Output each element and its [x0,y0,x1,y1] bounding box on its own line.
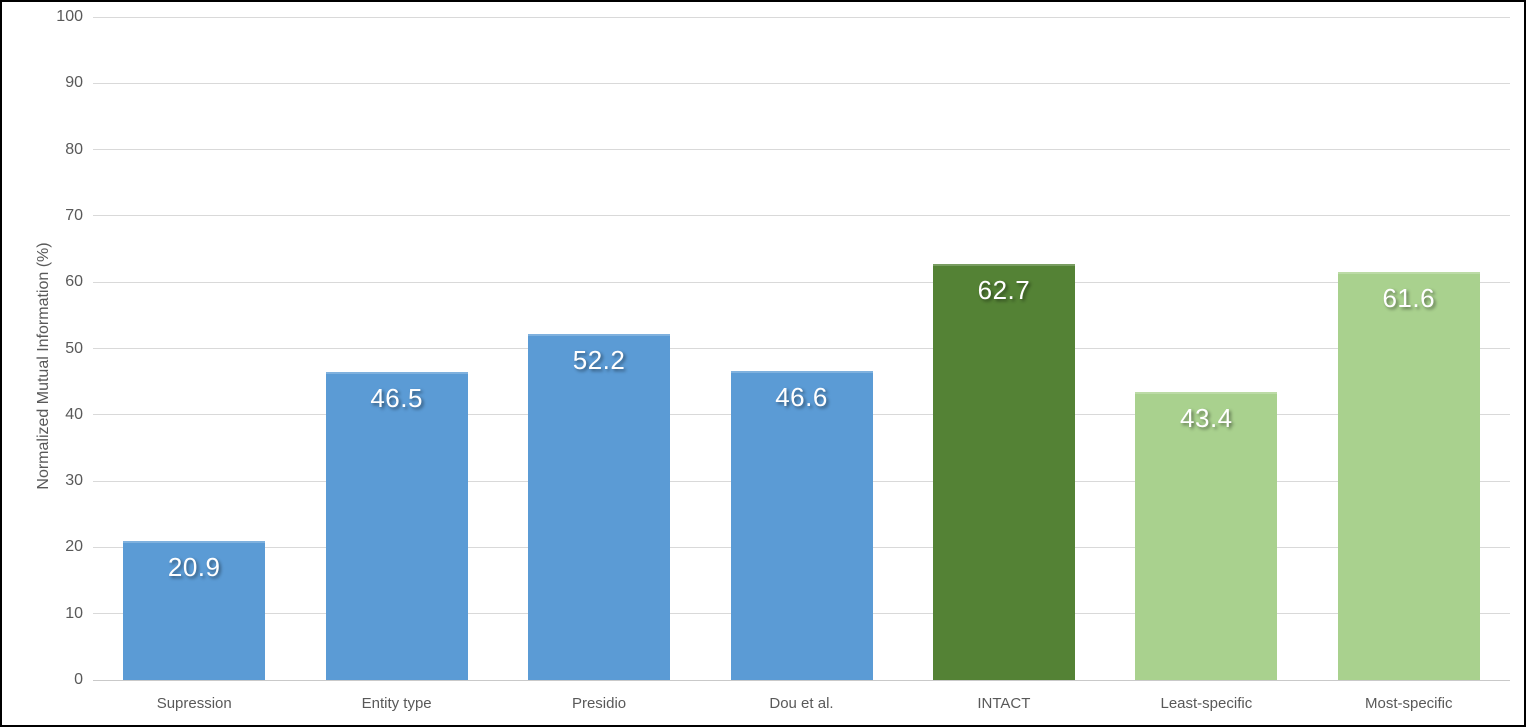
y-tick-label: 60 [65,273,83,291]
y-tick-label: 40 [65,405,83,423]
bar-most-specific: 61.6 [1337,271,1480,680]
bar-intact: 62.7 [932,264,1075,680]
bar-supression: 20.9 [123,541,266,680]
y-tick-label: 30 [65,472,83,490]
y-tick-label: 90 [65,74,83,92]
x-category-label-dou-et-al: Dou et al. [769,695,834,712]
bar-value-label: 43.4 [1180,403,1233,434]
gridline [93,16,1510,18]
y-axis-title: Normalized Mutual Information (%) [35,241,52,490]
bar-value-label: 52.2 [572,344,626,375]
bar-value-label: 61.6 [1382,282,1436,313]
gridline [93,215,1510,217]
x-category-label-entity-type: Entity type [361,695,432,712]
x-category-label-most-specific: Most-specific [1365,695,1453,712]
x-category-label-supression: Supression [156,695,232,712]
y-tick-label: 100 [56,8,83,25]
gridline [93,149,1510,151]
bar-value-label: 62.7 [977,275,1031,306]
gridline [93,281,1510,283]
gridline [93,82,1510,84]
bar-value-label: 46.5 [370,382,423,413]
y-tick-label: 20 [65,538,83,556]
y-tick-label: 80 [65,140,83,158]
bar-presidio: 52.2 [528,333,671,680]
y-tick-label: 0 [74,671,83,688]
x-axis-line [93,679,1510,681]
bar-entity-type: 46.5 [325,371,468,680]
y-tick-label: 10 [65,604,83,622]
y-tick-label: 70 [65,206,83,224]
x-category-label-intact: INTACT [977,695,1031,712]
gridline [93,348,1510,349]
bar-least-specific: 43.4 [1135,392,1278,680]
bar-value-label: 20.9 [167,552,221,583]
bar-dou-et-al: 46.6 [730,371,873,680]
y-tick-label: 50 [65,339,83,357]
x-category-label-least-specific: Least-specific [1160,695,1253,712]
bar-value-label: 46.6 [775,382,828,413]
x-category-label-presidio: Presidio [571,695,627,712]
